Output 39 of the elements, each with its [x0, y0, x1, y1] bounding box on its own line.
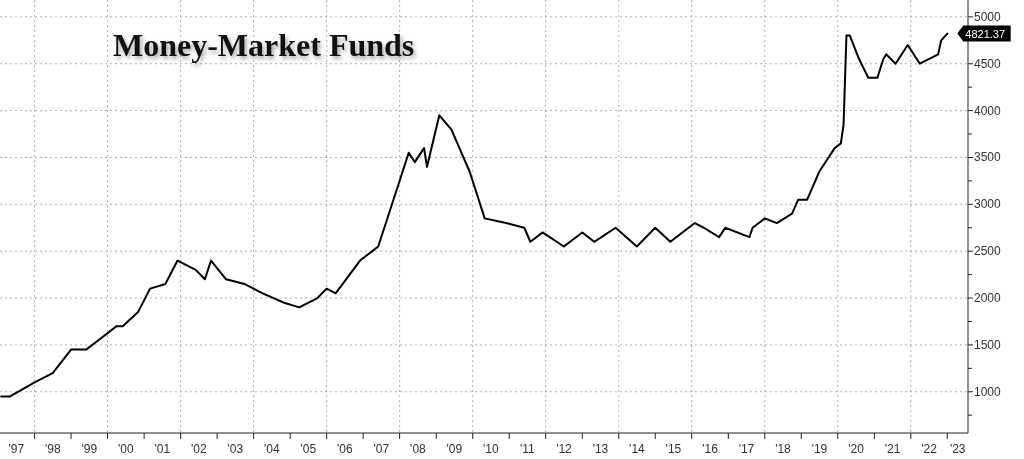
x-tick-label: '23 [949, 442, 966, 456]
y-tick-label: 5000 [974, 9, 1002, 24]
x-tick-label: '22 [921, 442, 938, 456]
x-tick-label: '16 [702, 442, 719, 456]
x-tick-label: '99 [81, 442, 98, 456]
x-tick-label: '09 [446, 442, 463, 456]
x-tick-label: '06 [337, 442, 353, 456]
x-tick-label: '15 [665, 442, 682, 456]
x-tick-label: '05 [300, 442, 317, 456]
y-tick-label: 3000 [974, 197, 1002, 212]
x-tick-label: '00 [118, 442, 134, 456]
x-tick-label: '98 [44, 442, 61, 456]
y-tick-label: 1000 [974, 384, 1002, 399]
x-tick-label: '19 [811, 442, 828, 456]
x-tick-label: '13 [592, 442, 609, 456]
text: Money-Market Funds [113, 27, 415, 63]
annotation: 4821.37 [965, 27, 1006, 40]
x-tick-label: '21 [884, 442, 901, 456]
x-tick-label: '12 [556, 442, 573, 456]
y-tick-label: 1500 [974, 337, 1002, 352]
x-tick-label: '18 [775, 442, 792, 456]
x-tick-label: '01 [154, 442, 171, 456]
x-tick-label: '11 [520, 442, 536, 456]
x-tick-label: '04 [264, 442, 281, 456]
y-tick-label: 4500 [974, 56, 1002, 71]
x-tick-label: '20 [848, 442, 865, 456]
x-tick-label: '14 [629, 442, 646, 456]
x-tick-label: '17 [738, 442, 755, 456]
x-tick-label: '02 [191, 442, 207, 456]
y-tick-label: 4000 [974, 103, 1002, 118]
y-tick-label: 2500 [974, 244, 1002, 259]
x-tick-label: '03 [227, 442, 244, 456]
x-tick-label: '10 [483, 442, 500, 456]
line-series [0, 32, 949, 398]
y-tick-label: 2000 [974, 291, 1002, 306]
x-tick-label: '97 [8, 442, 25, 456]
x-tick-label: '08 [410, 442, 427, 456]
y-tick-label: 3500 [974, 150, 1002, 165]
x-tick-label: '07 [373, 442, 390, 456]
